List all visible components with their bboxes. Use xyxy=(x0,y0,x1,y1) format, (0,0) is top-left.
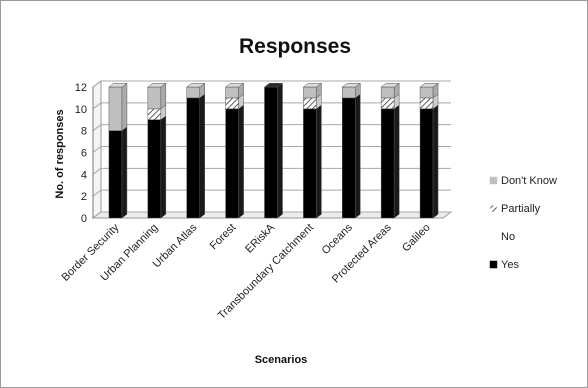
legend-label-yes: Yes xyxy=(501,259,519,271)
bar-border-security-yes xyxy=(108,130,123,219)
bar-transboundary-catchment-don-t-know-top xyxy=(302,83,323,88)
bar-oceans-don-t-know xyxy=(342,86,356,99)
y-tick-label: 12 xyxy=(75,82,87,94)
bar-forest-don-t-know xyxy=(225,86,239,99)
bar-border-security-don-t-know xyxy=(108,86,123,131)
bar-transboundary-catchment-partially xyxy=(303,97,317,110)
bar-protected-areas-yes xyxy=(380,108,395,219)
bar-urban-atlas-don-t-know xyxy=(186,86,200,99)
bar-eriska-yes-top xyxy=(263,83,284,88)
bar-oceans-don-t-know-top xyxy=(341,83,362,88)
bar-forest-yes-side xyxy=(238,104,244,219)
y-tick-label: 8 xyxy=(81,126,87,138)
bar-galileo-partially xyxy=(419,97,434,110)
bar-galileo-yes xyxy=(419,108,434,219)
gridline-wall xyxy=(92,189,102,197)
y-tick-label: 0 xyxy=(81,213,87,225)
bar-forest-partially xyxy=(225,97,239,110)
bar-eriska-yes xyxy=(264,86,278,219)
y-axis-label: No. of responses xyxy=(54,109,66,198)
bar-transboundary-catchment-yes-side xyxy=(316,104,322,219)
gridline-wall xyxy=(92,146,102,153)
bar-transboundary-catchment-don-t-know xyxy=(303,86,317,99)
y-tick-label: 2 xyxy=(81,191,87,203)
bar-urban-atlas-don-t-know-top xyxy=(185,83,206,88)
bar-urban-planning-don-t-know-top xyxy=(147,83,167,88)
y-tick-label: 4 xyxy=(81,169,87,181)
gridline-wall xyxy=(92,80,102,88)
chart-title: Responses xyxy=(239,35,351,58)
x-tick-label-forest: Forest xyxy=(208,222,239,253)
bar-oceans-yes-side xyxy=(355,93,361,219)
bar-urban-planning-don-t-know xyxy=(147,86,162,110)
bar-urban-atlas-yes-side xyxy=(199,93,205,219)
bar-galileo-don-t-know-top xyxy=(419,83,439,88)
y-tick-label: 10 xyxy=(75,104,87,116)
legend-swatch-don-t-know xyxy=(489,176,498,185)
bar-eriska-yes-side xyxy=(277,82,283,219)
legend-swatch-partially xyxy=(489,204,498,213)
bar-border-security-don-t-know-side xyxy=(121,82,128,132)
bar-protected-areas-don-t-know xyxy=(380,86,395,99)
gridline-wall xyxy=(92,211,102,219)
x-tick-label-galileo: Galileo xyxy=(400,222,433,255)
bar-urban-planning-yes xyxy=(147,119,162,219)
bar-transboundary-catchment-yes xyxy=(303,108,317,219)
bar-protected-areas-yes-side xyxy=(393,104,400,219)
y-tick-label: 6 xyxy=(81,148,87,160)
legend-label-don-t-know: Don't Know xyxy=(501,175,557,187)
bar-urban-planning-partially xyxy=(147,108,162,121)
legend-label-no: No xyxy=(501,231,515,243)
legend-swatch-no xyxy=(489,232,498,241)
x-tick-label-oceans: Oceans xyxy=(320,221,356,257)
bar-urban-planning-yes-side xyxy=(160,115,167,219)
bar-galileo-don-t-know xyxy=(419,86,434,99)
legend-swatch-yes xyxy=(489,260,498,269)
bar-galileo-yes-side xyxy=(432,104,439,219)
bar-urban-planning-don-t-know-side xyxy=(160,82,167,110)
gridline-wall xyxy=(92,102,102,110)
bar-forest-yes xyxy=(225,108,239,219)
x-axis-label: Scenarios xyxy=(255,354,308,366)
legend-label-partially: Partially xyxy=(501,203,541,215)
bar-oceans-yes xyxy=(342,97,356,219)
gridline-wall xyxy=(92,167,102,175)
bar-urban-atlas-yes xyxy=(186,97,200,219)
bar-forest-don-t-know-top xyxy=(224,83,245,88)
bar-protected-areas-don-t-know-top xyxy=(380,83,400,88)
gridline-wall xyxy=(92,124,102,132)
bar-protected-areas-partially xyxy=(380,97,395,110)
x-tick-label-eriska: ERiskA xyxy=(243,221,277,255)
bar-border-security-yes-side xyxy=(121,126,128,219)
bar-border-security-don-t-know-top xyxy=(108,83,128,88)
